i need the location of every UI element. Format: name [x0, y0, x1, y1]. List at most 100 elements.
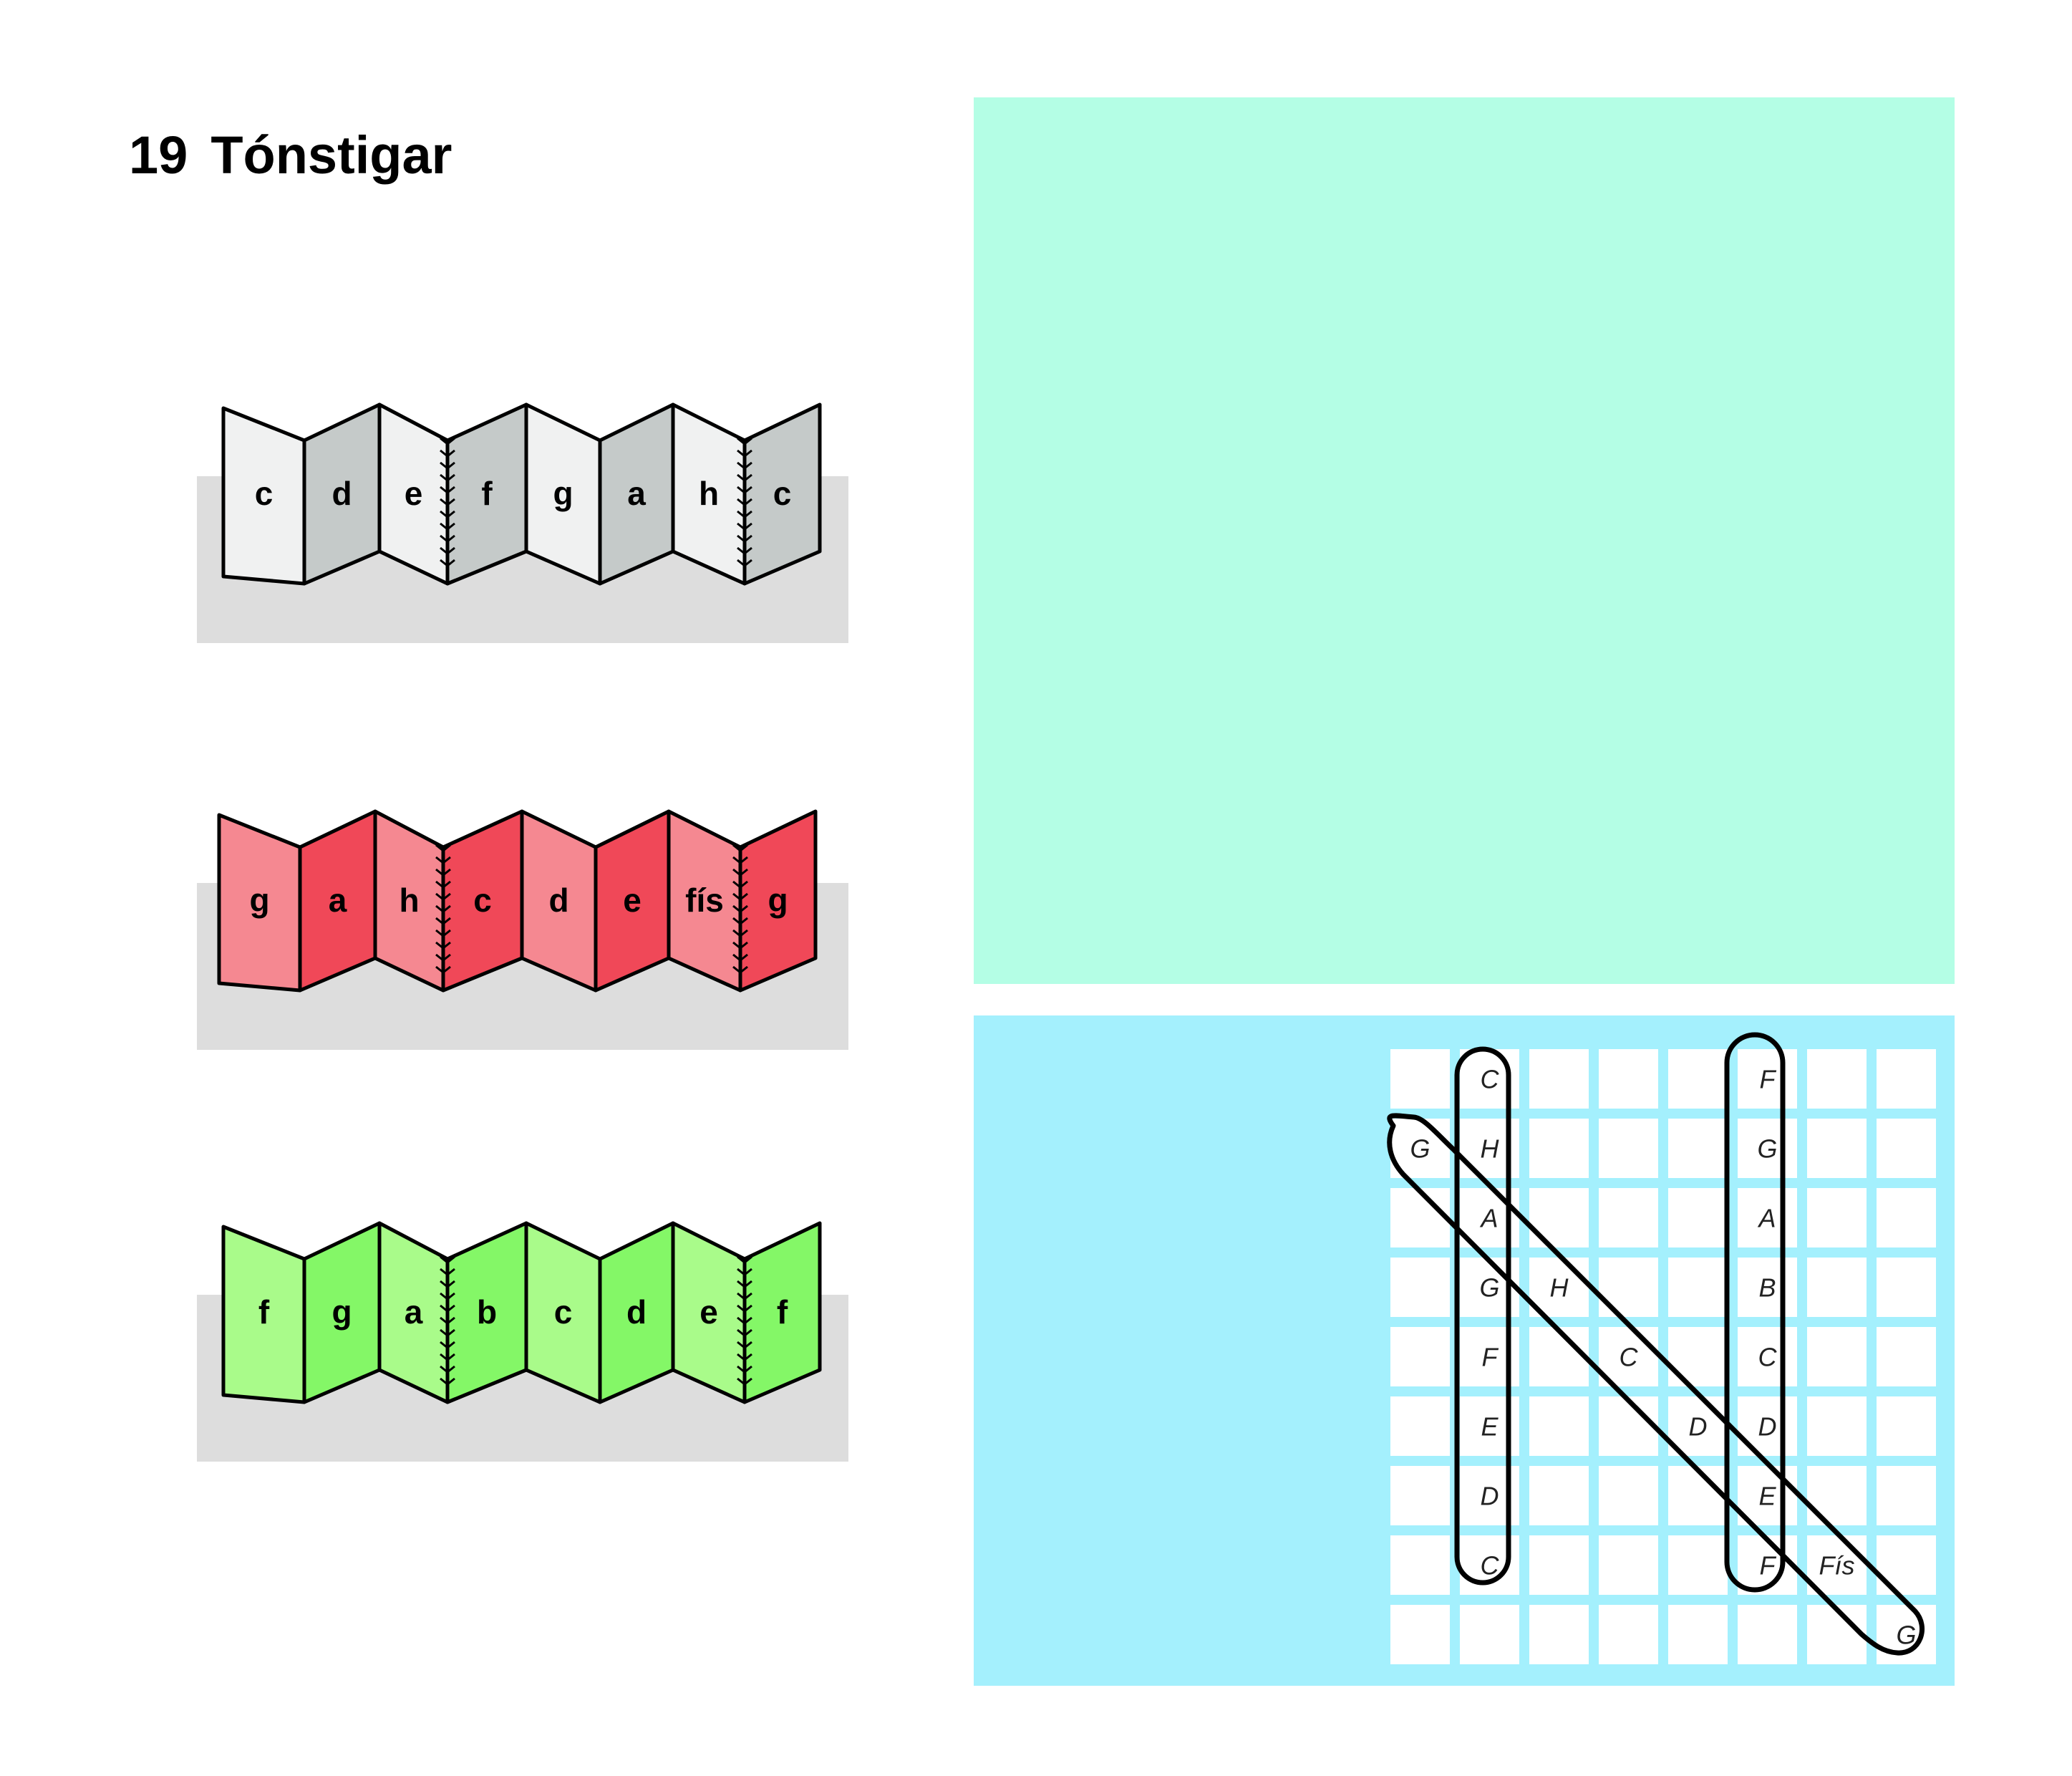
grid-cell — [1529, 1535, 1589, 1595]
note-label: d — [548, 882, 568, 919]
grid-note-label: C — [1758, 1343, 1778, 1372]
note-label: f — [481, 475, 493, 512]
accordion-diagrams: c d e f g a h c g a h c d e fís g f g a b c d e f — [197, 402, 848, 1462]
grid-note-label: B — [1758, 1273, 1776, 1303]
grid-cell — [1529, 1188, 1589, 1247]
note-label: a — [627, 475, 646, 512]
grid-note-label: E — [1481, 1412, 1499, 1442]
note-label: a — [405, 1293, 423, 1331]
note-label: h — [699, 475, 719, 512]
grid-note-label: G — [1896, 1621, 1916, 1650]
grid-note-label: C — [1620, 1343, 1639, 1372]
loop-g-major — [1387, 1113, 1925, 1656]
grid-note-label: D — [1689, 1412, 1708, 1442]
note-label: d — [626, 1293, 647, 1331]
grid-cell — [1599, 1605, 1658, 1664]
grid-note-label: A — [1479, 1204, 1498, 1233]
stitch-mark — [440, 1255, 455, 1386]
grid-cell — [1877, 1466, 1936, 1525]
grid-note-label: D — [1758, 1412, 1777, 1442]
grid-note-label: F — [1482, 1343, 1499, 1372]
accordion-red: g a h c d e fís g — [197, 809, 848, 1050]
grid-cell — [1807, 1258, 1867, 1317]
grid-note-label: C — [1481, 1551, 1500, 1580]
note-label: g — [249, 882, 269, 919]
accordion-panel — [742, 402, 822, 586]
grid-cell — [1738, 1327, 1797, 1386]
grid-cell — [1738, 1466, 1797, 1525]
grid-cell — [1668, 1535, 1728, 1595]
grid-note-label: G — [1757, 1134, 1777, 1164]
grid-note-label: F — [1760, 1551, 1777, 1580]
grid-cell — [1599, 1327, 1658, 1386]
grid-cell — [1390, 1327, 1450, 1386]
note-label: e — [699, 1293, 718, 1331]
grid-cell — [1877, 1535, 1936, 1595]
page-title: 19 Tónstigar — [129, 129, 452, 182]
grid-cell — [1877, 1396, 1936, 1456]
grid-cell — [1390, 1605, 1450, 1664]
note-label: c — [255, 475, 273, 512]
grid-cell — [1529, 1466, 1589, 1525]
grid-cell — [1738, 1605, 1797, 1664]
loop-c-major — [1454, 1046, 1511, 1586]
stitch-mark — [732, 844, 748, 974]
grid-labels: C H A G F E D C F G A B C D E F G H C D Fís G — [1410, 1065, 1916, 1650]
grid-cell — [1460, 1605, 1519, 1664]
grid-cell — [1807, 1049, 1867, 1109]
grid — [1390, 1049, 1936, 1664]
grid-note-label: A — [1757, 1204, 1776, 1233]
note-label: e — [623, 882, 642, 919]
grid-cell — [1668, 1466, 1728, 1525]
grid-note-label: E — [1758, 1482, 1776, 1511]
grid-cell — [1529, 1605, 1589, 1664]
scale-loops — [1387, 1032, 1925, 1656]
grid-note-label: G — [1479, 1273, 1499, 1303]
grid-note-label: C — [1481, 1065, 1500, 1094]
grid-cell — [1390, 1049, 1450, 1109]
top-panel — [974, 97, 1955, 984]
grid-cell — [1529, 1396, 1589, 1456]
grid-cell — [1807, 1188, 1867, 1247]
grid-cell — [1738, 1119, 1797, 1178]
grid-note-label: Fís — [1819, 1551, 1855, 1580]
note-label: f — [777, 1293, 788, 1331]
stitch-mark — [737, 1255, 752, 1386]
grid-cell — [1807, 1466, 1867, 1525]
grid-note-label: F — [1760, 1065, 1777, 1094]
grid-cell — [1390, 1396, 1450, 1456]
grid-cell — [1599, 1049, 1658, 1109]
loop-f-major — [1724, 1032, 1786, 1593]
grid-cell — [1599, 1535, 1658, 1595]
note-label: fís — [685, 882, 724, 919]
grid-note-label: G — [1410, 1134, 1430, 1164]
grid-note-label: H — [1550, 1273, 1569, 1303]
grid-note-label: D — [1481, 1482, 1499, 1511]
grid-cell — [1668, 1188, 1728, 1247]
grid-cell — [1807, 1605, 1867, 1664]
grid-cell — [1807, 1396, 1867, 1456]
title-text: Tónstigar — [210, 125, 452, 185]
note-label: g — [768, 882, 788, 919]
grid-cell — [1668, 1327, 1728, 1386]
stitch-mark — [440, 437, 455, 567]
note-label: d — [331, 475, 352, 512]
note-label: c — [554, 1293, 573, 1331]
grid-cell — [1390, 1258, 1450, 1317]
grid-cell — [1599, 1188, 1658, 1247]
note-label: h — [399, 882, 419, 919]
grid-cell — [1738, 1258, 1797, 1317]
accordion-panel — [742, 1221, 822, 1404]
grid-cell — [1599, 1258, 1658, 1317]
note-label: f — [258, 1293, 270, 1331]
grid-cell — [1668, 1396, 1728, 1456]
grid-note-label: H — [1481, 1134, 1500, 1164]
grid-cell — [1668, 1605, 1728, 1664]
grid-cell — [1807, 1535, 1867, 1595]
note-label: g — [553, 475, 573, 512]
grid-cell — [1668, 1049, 1728, 1109]
note-label: g — [331, 1293, 352, 1331]
